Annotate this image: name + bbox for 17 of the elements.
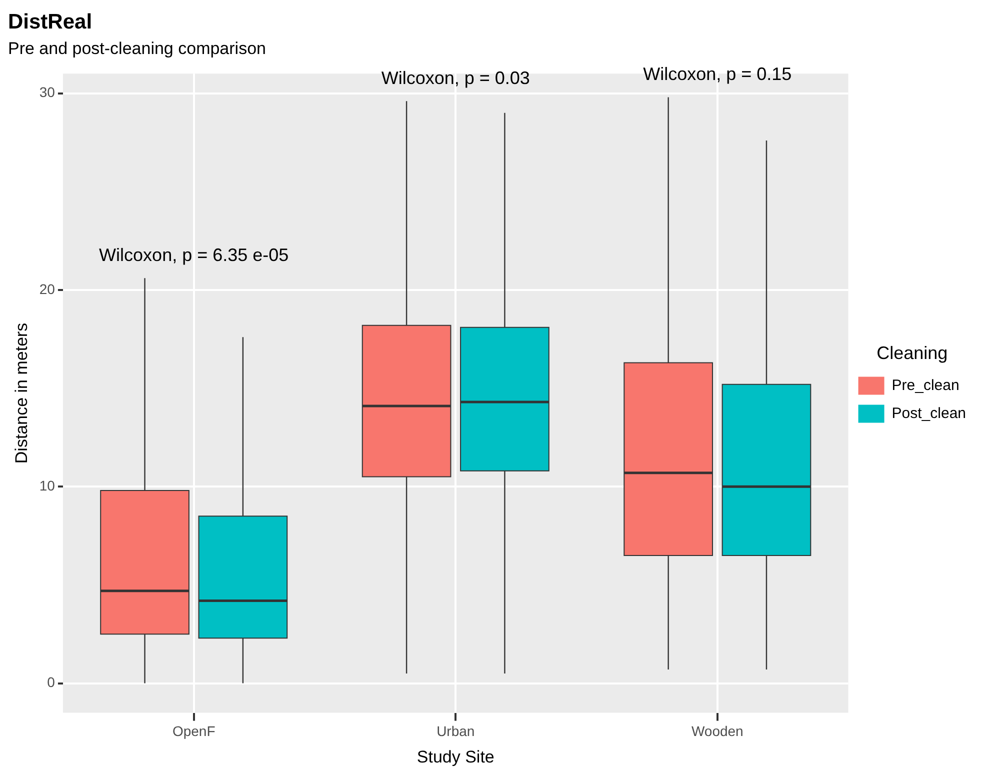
annotation: Wilcoxon, p = 6.35 e-05: [99, 245, 289, 266]
legend-label: Post_clean: [892, 404, 966, 422]
y-tick-label: 30: [39, 84, 56, 100]
x-tick-label: Urban: [436, 723, 475, 740]
x-tick-label: Wooden: [691, 723, 744, 740]
legend-label: Pre_clean: [892, 376, 960, 394]
x-axis-title: Study Site: [416, 747, 494, 766]
annotation: Wilcoxon, p = 0.03: [381, 68, 530, 88]
legend-title: Cleaning: [876, 343, 948, 364]
y-tick-label: 20: [39, 280, 56, 297]
chart-title: DistReal: [8, 10, 92, 34]
y-axis-title: Distance in meters: [12, 322, 31, 464]
annotation: Wilcoxon, p = 0.15: [643, 64, 792, 84]
y-tick-label: 0: [47, 674, 56, 690]
x-tick-label: OpenF: [172, 723, 216, 740]
chart-subtitle: Pre and post-cleaning comparison: [8, 39, 266, 58]
y-tick-label: 10: [39, 477, 56, 494]
